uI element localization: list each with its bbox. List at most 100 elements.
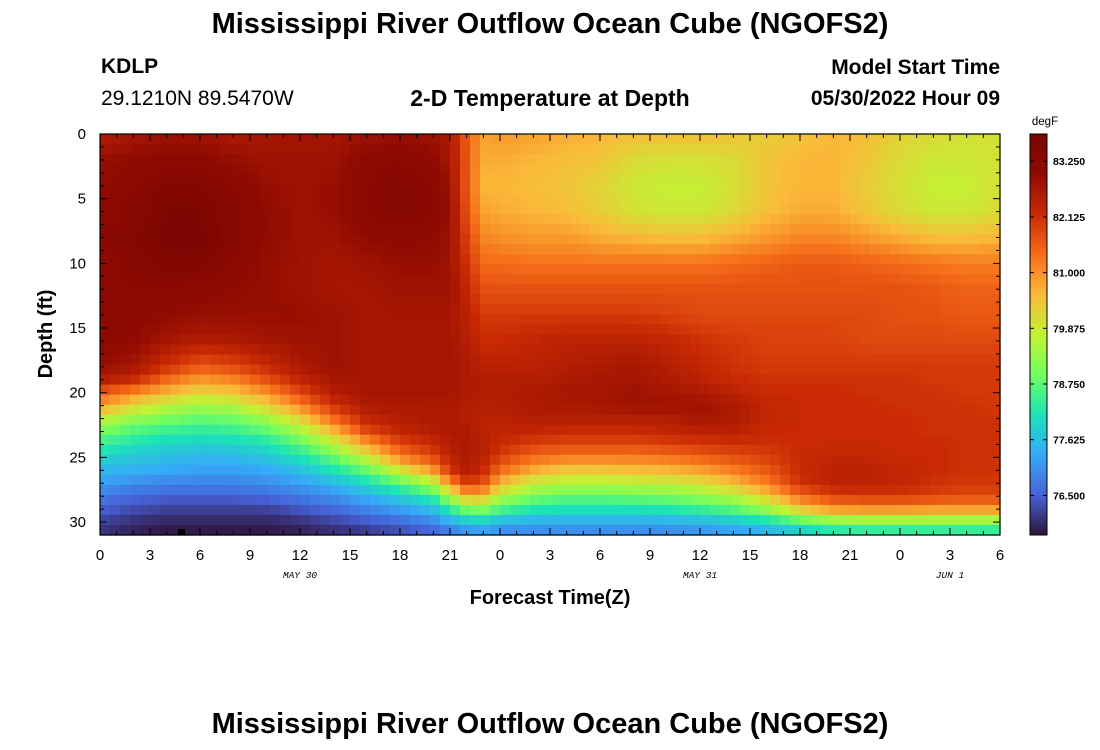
heatmap-cell	[110, 164, 121, 175]
heatmap-cell	[750, 234, 761, 245]
heatmap-cell	[840, 174, 851, 185]
heatmap-cell	[470, 234, 481, 245]
heatmap-cell	[640, 464, 651, 476]
heatmap-cell	[570, 304, 581, 316]
heatmap-cell	[450, 504, 461, 516]
x-tick-label: 15	[342, 547, 359, 564]
heatmap-cell	[750, 294, 761, 306]
heatmap-cell	[210, 264, 221, 275]
heatmap-cell	[710, 244, 721, 255]
heatmap-cell	[590, 254, 601, 265]
heatmap-cell	[330, 364, 341, 376]
heatmap-cell	[660, 464, 671, 476]
heatmap-cell	[280, 224, 291, 235]
heatmap-cell	[210, 474, 221, 486]
heatmap-cell	[150, 344, 161, 356]
heatmap-cell	[510, 264, 521, 275]
heatmap-cell	[920, 384, 931, 396]
heatmap-cell	[220, 474, 231, 486]
heatmap-cell	[470, 194, 481, 205]
heatmap-cell	[490, 504, 501, 516]
heatmap-cell	[370, 254, 381, 265]
heatmap-cell	[270, 174, 281, 185]
heatmap-cell	[180, 524, 191, 536]
heatmap-cell	[670, 364, 681, 376]
heatmap-cell	[630, 244, 641, 255]
heatmap-cell	[160, 284, 171, 296]
heatmap-cell	[390, 274, 401, 285]
heatmap-cell	[580, 334, 591, 346]
heatmap-cell	[350, 524, 361, 536]
heatmap-cell	[360, 464, 371, 476]
heatmap-cell	[180, 224, 191, 235]
heatmap-cell	[690, 324, 701, 336]
heatmap-cell	[370, 464, 381, 476]
heatmap-cell	[640, 134, 651, 145]
heatmap-cell	[340, 514, 351, 526]
heatmap-cell	[660, 294, 671, 306]
heatmap-cell	[200, 154, 211, 165]
heatmap-cell	[690, 484, 701, 496]
heatmap-cell	[830, 494, 841, 506]
heatmap-cell	[910, 284, 921, 296]
heatmap-cell	[530, 284, 541, 296]
heatmap-cell	[770, 214, 781, 225]
heatmap-cell	[570, 144, 581, 155]
heatmap-cell	[440, 484, 451, 496]
heatmap-cell	[590, 484, 601, 496]
heatmap-cell	[150, 414, 161, 426]
heatmap-cell	[380, 414, 391, 426]
heatmap-cell	[940, 384, 951, 396]
heatmap-cell	[920, 454, 931, 466]
heatmap-cell	[160, 414, 171, 426]
heatmap-cell	[300, 174, 311, 185]
heatmap-cell	[820, 174, 831, 185]
heatmap-cell	[850, 324, 861, 336]
heatmap-cell	[970, 144, 981, 155]
heatmap-cell	[790, 294, 801, 306]
heatmap-cell	[580, 264, 591, 275]
heatmap-cell	[560, 164, 571, 175]
heatmap-cell	[500, 434, 511, 446]
heatmap-cell	[370, 294, 381, 306]
heatmap-cell	[250, 514, 261, 526]
heatmap-cell	[310, 504, 321, 516]
heatmap-cell	[930, 454, 941, 466]
heatmap-cell	[640, 324, 651, 336]
heatmap-cell	[470, 354, 481, 366]
heatmap-cell	[910, 254, 921, 265]
heatmap-cell	[300, 384, 311, 396]
heatmap-cell	[240, 244, 251, 255]
heatmap-cell	[940, 314, 951, 326]
heatmap-cell	[560, 214, 571, 225]
heatmap-cell	[380, 524, 391, 536]
heatmap-cell	[890, 524, 901, 536]
heatmap-cell	[510, 284, 521, 296]
heatmap-cell	[460, 324, 471, 336]
heatmap-cell	[940, 514, 951, 526]
heatmap-cell	[360, 144, 371, 155]
heatmap-cell	[610, 164, 621, 175]
heatmap-cell	[660, 144, 671, 155]
heatmap-cell	[740, 474, 751, 486]
heatmap-cell	[940, 454, 951, 466]
heatmap-cell	[380, 334, 391, 346]
heatmap-cell	[900, 254, 911, 265]
heatmap-cell	[160, 384, 171, 396]
heatmap-cell	[260, 304, 271, 316]
heatmap-cell	[310, 224, 321, 235]
heatmap-cell	[170, 194, 181, 205]
heatmap-cell	[870, 404, 881, 416]
heatmap-cell	[550, 504, 561, 516]
heatmap-cell	[380, 344, 391, 356]
heatmap-cell	[610, 424, 621, 436]
heatmap-cell	[940, 274, 951, 285]
heatmap-cell	[220, 384, 231, 396]
heatmap-cell	[870, 194, 881, 205]
heatmap-cell	[150, 324, 161, 336]
heatmap-cell	[900, 164, 911, 175]
heatmap-cell	[100, 474, 111, 486]
heatmap-cell	[520, 204, 531, 215]
heatmap-cell	[660, 524, 671, 536]
heatmap-cell	[120, 344, 131, 356]
